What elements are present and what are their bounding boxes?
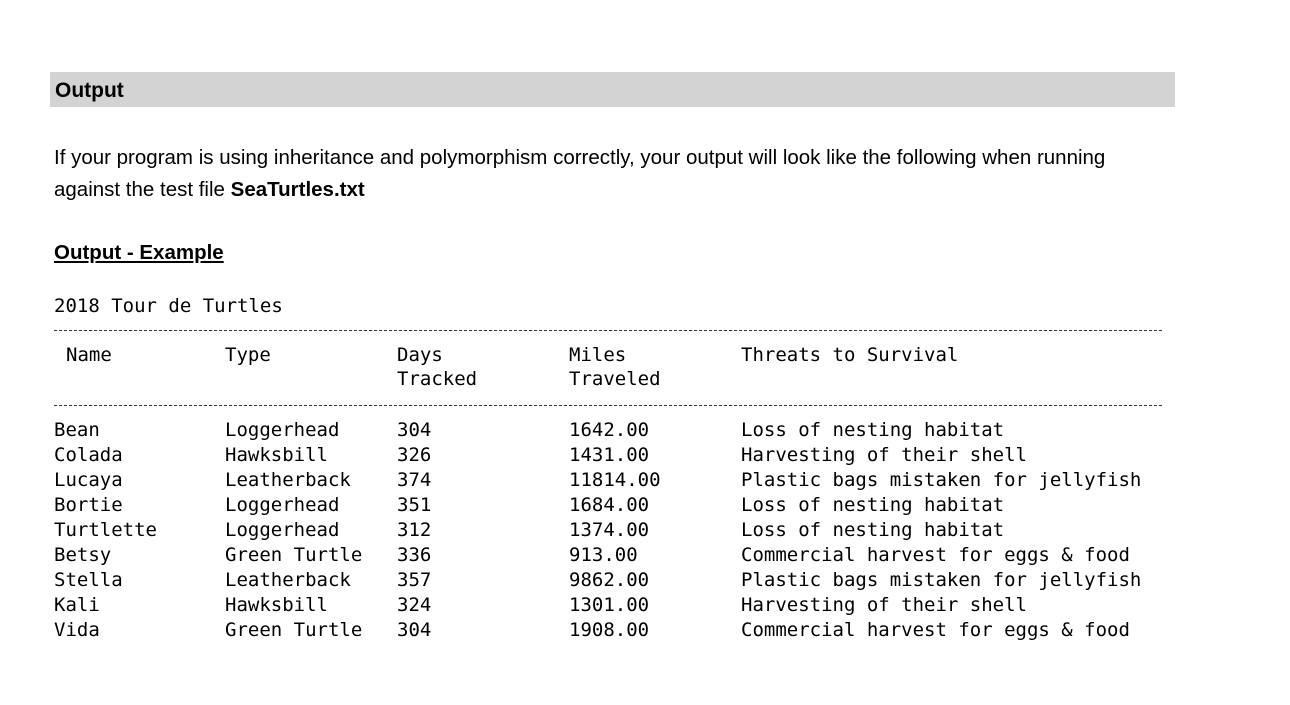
output-cell: Plastic bags mistaken for jellyfish <box>741 569 1142 591</box>
output-cell: Commercial harvest for eggs & food <box>741 544 1130 566</box>
output-cell: Green Turtle <box>225 619 363 641</box>
output-cell: 1908.00 <box>569 619 650 641</box>
output-cell: Harvesting of their shell <box>741 594 1027 616</box>
output-row: Betsy Green Turtle 336 913.00 Commercial har… <box>0 543 1290 568</box>
output-cell: Green Turtle <box>225 544 363 566</box>
output-cell: Loggerhead <box>225 494 340 516</box>
output-cell: 304 <box>397 619 432 641</box>
output-cell: 1642.00 <box>569 419 650 441</box>
output-rows: Bean Loggerhead 304 1642.00 Loss of nesting … <box>0 418 1290 643</box>
output-cell: Lucaya <box>54 469 123 491</box>
section-bar: Output <box>50 72 1175 107</box>
output-cell: Leatherback <box>225 569 351 591</box>
output-row: Vida Green Turtle 304 1908.00 Commercial har… <box>0 618 1290 643</box>
output-cell: 1301.00 <box>569 594 650 616</box>
output-cell: Kali <box>54 594 100 616</box>
output-cell: 304 <box>397 419 432 441</box>
output-cell: 326 <box>397 444 432 466</box>
output-cell: Loss of nesting habitat <box>741 494 1005 516</box>
output-cell: Vida <box>54 619 100 641</box>
column-header: Tracked <box>397 368 478 390</box>
output-row: Bortie Loggerhead 351 1684.00 Loss of nestin… <box>0 493 1290 518</box>
output-cell: 374 <box>397 469 432 491</box>
output-row: Lucaya Leatherback 374 11814.00 Plastic bags… <box>0 468 1290 493</box>
output-cell: Colada <box>54 444 123 466</box>
output-cell: Bortie <box>54 494 123 516</box>
intro-paragraph: If your program is using inheritance and… <box>54 142 1164 206</box>
column-header: Traveled <box>569 368 661 390</box>
column-header: Days <box>397 344 443 366</box>
intro-text: If your program is using inheritance and… <box>54 146 1106 201</box>
output-row: Colada Hawksbill 326 1431.00 Harvesting of t… <box>0 443 1290 468</box>
output-row: Kali Hawksbill 324 1301.00 Harvesting of the… <box>0 593 1290 618</box>
dashed-rule <box>54 330 1162 331</box>
output-header: Name Type Days Tracked Miles Traveled Threats … <box>0 343 1290 395</box>
output-cell: Harvesting of their shell <box>741 444 1027 466</box>
file-name: SeaTurtles.txt <box>230 178 365 201</box>
output-cell: 336 <box>397 544 432 566</box>
output-cell: 357 <box>397 569 432 591</box>
output-cell: 1684.00 <box>569 494 650 516</box>
output-cell: Leatherback <box>225 469 351 491</box>
output-cell: Commercial harvest for eggs & food <box>741 619 1130 641</box>
output-caption: 2018 Tour de Turtles <box>54 295 283 317</box>
output-row: Turtlette Loggerhead 312 1374.00 Loss of nes… <box>0 518 1290 543</box>
example-title: Output - Example <box>54 241 224 264</box>
output-row: Stella Leatherback 357 9862.00 Plastic bags … <box>0 568 1290 593</box>
output-cell: 1431.00 <box>569 444 650 466</box>
output-cell: 324 <box>397 594 432 616</box>
output-cell: Hawksbill <box>225 594 328 616</box>
output-cell: Plastic bags mistaken for jellyfish <box>741 469 1142 491</box>
section-title: Output <box>55 79 124 102</box>
output-cell: Stella <box>54 569 123 591</box>
output-cell: Loggerhead <box>225 419 340 441</box>
output-cell: 9862.00 <box>569 569 650 591</box>
column-header: Type <box>225 344 271 366</box>
output-row: Bean Loggerhead 304 1642.00 Loss of nesting … <box>0 418 1290 443</box>
column-header: Miles <box>569 344 627 366</box>
output-cell: 351 <box>397 494 432 516</box>
output-cell: Betsy <box>54 544 112 566</box>
output-cell: Loggerhead <box>225 519 340 541</box>
output-cell: Hawksbill <box>225 444 328 466</box>
output-cell: 312 <box>397 519 432 541</box>
column-header: Threats to Survival <box>741 344 959 366</box>
output-cell: Bean <box>54 419 100 441</box>
output-cell: Loss of nesting habitat <box>741 419 1005 441</box>
output-cell: Loss of nesting habitat <box>741 519 1005 541</box>
output-cell: 913.00 <box>569 544 638 566</box>
output-cell: 1374.00 <box>569 519 650 541</box>
output-cell: Turtlette <box>54 519 157 541</box>
dashed-rule <box>54 405 1162 406</box>
column-header: Name <box>66 344 112 366</box>
output-cell: 11814.00 <box>569 469 661 491</box>
